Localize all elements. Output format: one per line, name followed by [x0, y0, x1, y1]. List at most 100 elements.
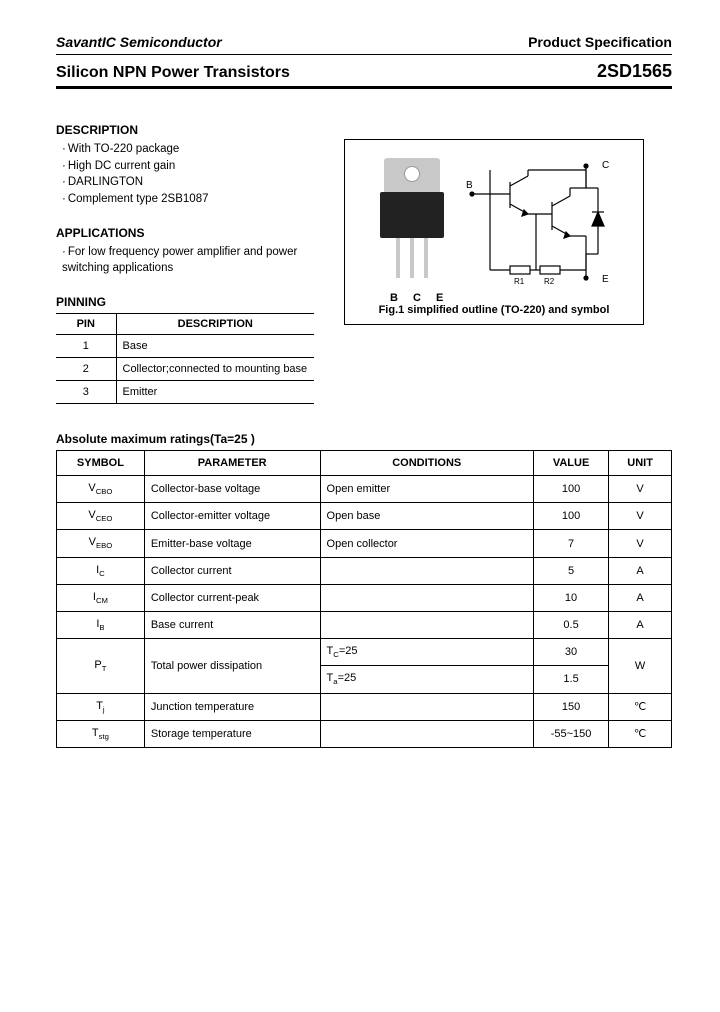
parameter-cell: Collector-base voltage: [144, 476, 320, 503]
conditions-col-header: CONDITIONS: [320, 451, 533, 476]
conditions-cell: [320, 557, 533, 584]
unit-cell: ℃: [609, 720, 672, 747]
pin-desc-cell: Collector;connected to mounting base: [116, 358, 314, 381]
left-column: DESCRIPTION With TO-220 package High DC …: [56, 95, 326, 404]
conditions-cell: TC=25: [320, 639, 533, 666]
table-row: VCEOCollector-emitter voltageOpen base10…: [57, 503, 672, 530]
package-lead: [396, 238, 400, 278]
description-item: High DC current gain: [56, 158, 326, 175]
description-list: With TO-220 package High DC current gain…: [56, 141, 326, 208]
applications-heading: APPLICATIONS: [56, 226, 326, 240]
value-cell: 1.5: [533, 666, 608, 693]
conditions-cell: Ta=25: [320, 666, 533, 693]
doc-type: Product Specification: [528, 34, 672, 50]
unit-cell: V: [609, 530, 672, 557]
terminal-c-label: C: [602, 160, 609, 171]
title-rule: [56, 86, 672, 89]
figure-caption: Fig.1 simplified outline (TO-220) and sy…: [353, 304, 635, 316]
table-row: TstgStorage temperature -55~150℃: [57, 720, 672, 747]
pin-cell: 2: [56, 358, 116, 381]
table-row: 3 Emitter: [56, 381, 314, 404]
parameter-cell: Base current: [144, 611, 320, 638]
terminal-e-label: E: [602, 274, 609, 285]
table-row: ICMCollector current-peak10A: [57, 584, 672, 611]
pin-cell: 1: [56, 335, 116, 358]
applications-list: For low frequency power amplifier and po…: [56, 244, 326, 277]
unit-cell: W: [609, 639, 672, 693]
unit-cell: ℃: [609, 693, 672, 720]
table-row: VEBOEmitter-base voltageOpen collector7V: [57, 530, 672, 557]
header-row: SavantIC Semiconductor Product Specifica…: [56, 34, 672, 50]
value-cell: 7: [533, 530, 608, 557]
pinning-heading: PINNING: [56, 295, 326, 309]
conditions-cell: [320, 720, 533, 747]
applications-item: For low frequency power amplifier and po…: [56, 244, 326, 277]
description-item: With TO-220 package: [56, 141, 326, 158]
pin-cell: 3: [56, 381, 116, 404]
conditions-cell: [320, 584, 533, 611]
parameter-col-header: PARAMETER: [144, 451, 320, 476]
table-header-row: PIN DESCRIPTION: [56, 314, 314, 335]
value-cell: 0.5: [533, 611, 608, 638]
conditions-cell: Open base: [320, 503, 533, 530]
r1-label: R1: [514, 277, 525, 286]
symbol-cell: IB: [57, 611, 145, 638]
value-cell: 100: [533, 476, 608, 503]
part-number: 2SD1565: [597, 61, 672, 82]
value-cell: 30: [533, 639, 608, 666]
header-rule: [56, 54, 672, 55]
conditions-cell: Open collector: [320, 530, 533, 557]
circuit-symbol-icon: C B E R1 R2: [466, 158, 616, 288]
ratings-table: SYMBOL PARAMETER CONDITIONS VALUE UNIT V…: [56, 450, 672, 748]
value-cell: -55~150: [533, 720, 608, 747]
symbol-col-header: SYMBOL: [57, 451, 145, 476]
package-pin-labels: B C E: [390, 292, 449, 304]
figure-box: B C E: [344, 139, 644, 325]
conditions-cell: Open emitter: [320, 476, 533, 503]
terminal-b-label: B: [466, 180, 473, 191]
description-item: Complement type 2SB1087: [56, 191, 326, 208]
product-category: Silicon NPN Power Transistors: [56, 64, 290, 82]
unit-cell: V: [609, 476, 672, 503]
table-row: 2 Collector;connected to mounting base: [56, 358, 314, 381]
package-lead: [424, 238, 428, 278]
r2-label: R2: [544, 277, 555, 286]
unit-col-header: UNIT: [609, 451, 672, 476]
table-row: VCBOCollector-base voltageOpen emitter10…: [57, 476, 672, 503]
unit-cell: V: [609, 503, 672, 530]
parameter-cell: Junction temperature: [144, 693, 320, 720]
description-item: DARLINGTON: [56, 174, 326, 191]
package-hole: [404, 166, 420, 182]
package-lead: [410, 238, 414, 278]
unit-cell: A: [609, 611, 672, 638]
table-header-row: SYMBOL PARAMETER CONDITIONS VALUE UNIT: [57, 451, 672, 476]
symbol-cell: Tstg: [57, 720, 145, 747]
conditions-cell: [320, 693, 533, 720]
parameter-cell: Emitter-base voltage: [144, 530, 320, 557]
parameter-cell: Storage temperature: [144, 720, 320, 747]
symbol-cell: PT: [57, 639, 145, 693]
value-cell: 5: [533, 557, 608, 584]
figure-inner: B C E: [353, 158, 635, 288]
package-body: [380, 192, 444, 238]
symbol-cell: IC: [57, 557, 145, 584]
table-row: ICCollector current5A: [57, 557, 672, 584]
parameter-cell: Total power dissipation: [144, 639, 320, 693]
value-cell: 100: [533, 503, 608, 530]
table-row: PTTotal power dissipationTC=25 30W: [57, 639, 672, 666]
ratings-heading: Absolute maximum ratings(Ta=25 ): [56, 432, 672, 446]
table-row: TjJunction temperature150℃: [57, 693, 672, 720]
symbol-cell: VEBO: [57, 530, 145, 557]
pinning-table: PIN DESCRIPTION 1 Base 2 Collector;conne…: [56, 313, 314, 404]
unit-cell: A: [609, 584, 672, 611]
symbol-cell: VCEO: [57, 503, 145, 530]
company-name: SavantIC Semiconductor: [56, 34, 222, 50]
symbol-cell: VCBO: [57, 476, 145, 503]
conditions-cell: [320, 611, 533, 638]
content-row: DESCRIPTION With TO-220 package High DC …: [56, 95, 672, 404]
description-heading: DESCRIPTION: [56, 123, 326, 137]
value-cell: 150: [533, 693, 608, 720]
pin-col-header: PIN: [56, 314, 116, 335]
value-col-header: VALUE: [533, 451, 608, 476]
symbol-cell: ICM: [57, 584, 145, 611]
